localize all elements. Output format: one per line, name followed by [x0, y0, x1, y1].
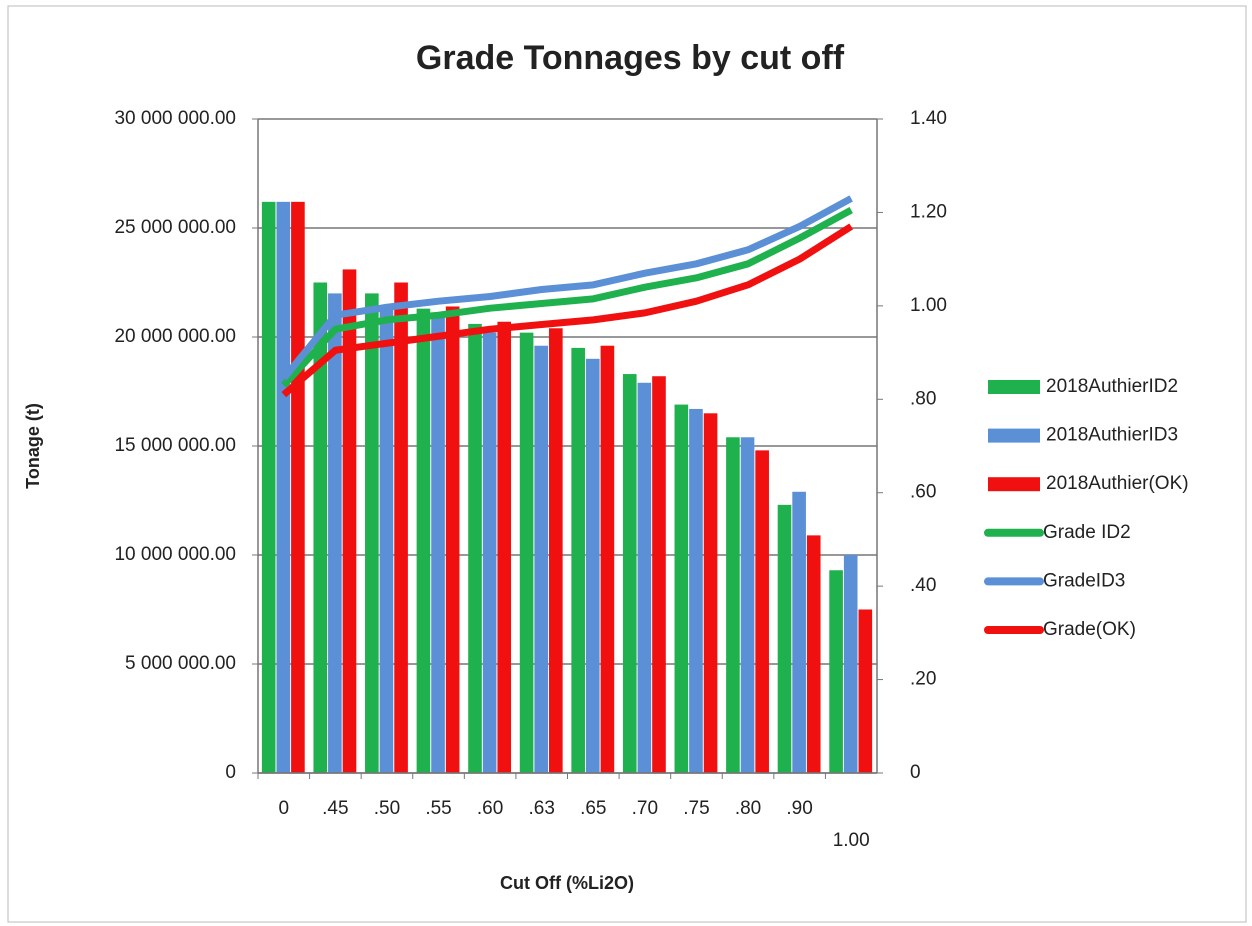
bar [652, 376, 666, 773]
bar [276, 201, 291, 774]
bar [806, 535, 821, 773]
x-tick-label: 1.00 [833, 830, 870, 851]
bar [637, 382, 652, 773]
x-tick-label: .75 [683, 798, 709, 819]
bar [674, 404, 689, 773]
bar [313, 282, 328, 773]
chart-border [7, 5, 1247, 923]
bar [445, 306, 460, 773]
bar [843, 555, 858, 773]
bar [291, 201, 305, 774]
bar [792, 491, 806, 773]
y-tick-label: 25 000 000.00 [114, 217, 236, 238]
bar [689, 408, 703, 773]
x-axis-title: Cut Off (%Li2O) [500, 873, 634, 893]
bar [342, 269, 357, 773]
y-tick-label: 30 000 000.00 [114, 108, 236, 129]
bar [858, 609, 873, 773]
grade-line [281, 195, 853, 381]
bar [534, 345, 549, 773]
y2-tick-label: .40 [910, 575, 936, 596]
y2-tick-label: 0 [910, 762, 921, 783]
x-tick-label: 0 [279, 798, 290, 819]
bar [365, 293, 379, 773]
y2-tick-label: .80 [910, 388, 936, 409]
y2-tick-label: .60 [910, 482, 936, 503]
bar [328, 293, 342, 773]
x-tick-label: .90 [786, 798, 812, 819]
bar [622, 374, 637, 773]
x-tick-label: .70 [632, 798, 658, 819]
x-tick-label: .55 [425, 798, 451, 819]
legend-swatch [988, 477, 1040, 492]
bar [549, 328, 563, 773]
x-tick-label: .65 [580, 798, 606, 819]
bar [726, 437, 740, 773]
x-tick-label: .60 [477, 798, 503, 819]
y2-tick-label: 1.40 [910, 108, 947, 129]
grade-line [281, 207, 853, 388]
y2-tick-label: 1.20 [910, 201, 947, 222]
bar [600, 345, 615, 773]
legend-label: Grade(OK) [1043, 619, 1136, 640]
x-tick-label: .50 [374, 798, 400, 819]
legend-label: GradeID3 [1043, 570, 1125, 591]
bar [777, 504, 792, 773]
y-axis-title: Tonage (t) [23, 403, 43, 489]
y-tick-label: 0 [225, 762, 236, 783]
bar [482, 332, 497, 773]
legend-swatch [988, 428, 1040, 443]
bar [468, 323, 482, 773]
y2-tick-label: 1.00 [910, 295, 947, 316]
legend-label: 2018Authier(OK) [1046, 473, 1189, 494]
bar [755, 450, 769, 773]
legend-label: Grade ID2 [1043, 522, 1131, 543]
legend-label: 2018AuthierID3 [1046, 425, 1178, 446]
bar [394, 282, 408, 773]
bar [416, 308, 431, 773]
bar [519, 332, 534, 773]
chart-title: Grade Tonnages by cut off [416, 39, 845, 77]
y-tick-label: 10 000 000.00 [114, 544, 236, 565]
x-tick-label: .63 [528, 798, 554, 819]
x-tick-label: .45 [322, 798, 348, 819]
bar [829, 570, 843, 773]
y2-tick-label: .20 [910, 669, 936, 690]
x-tick-label: .80 [735, 798, 761, 819]
bar [379, 306, 394, 773]
bar [585, 358, 600, 773]
y-tick-label: 5 000 000.00 [125, 653, 236, 674]
legend-swatch [988, 380, 1040, 394]
bar [740, 437, 755, 773]
bar [571, 347, 585, 773]
bar [261, 201, 276, 774]
bar [497, 321, 512, 773]
legend-label: 2018AuthierID2 [1046, 376, 1178, 397]
bar [703, 413, 718, 773]
grade-line [281, 223, 854, 398]
y-tick-label: 20 000 000.00 [114, 326, 236, 347]
y-tick-label: 15 000 000.00 [114, 435, 236, 456]
bar [431, 315, 445, 773]
